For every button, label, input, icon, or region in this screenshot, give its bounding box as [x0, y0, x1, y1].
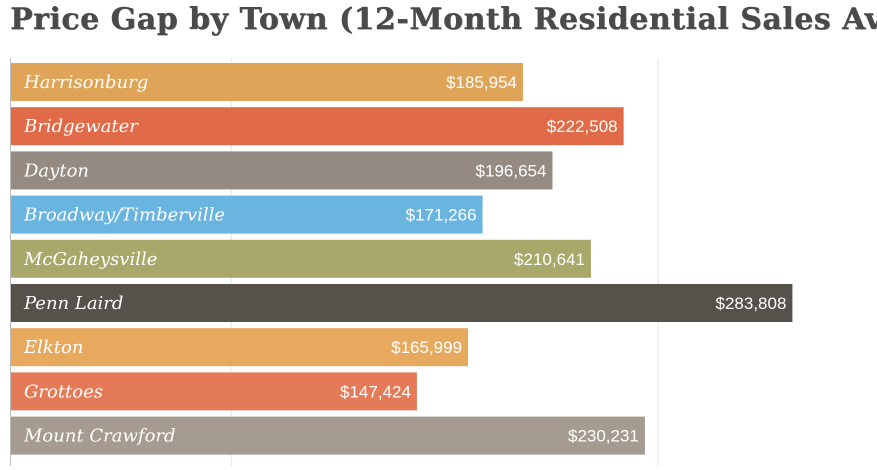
bar: [11, 195, 483, 234]
bar-group: Broadway/Timberville $171,266: [11, 195, 483, 234]
category-label: Bridgewater: [23, 116, 139, 137]
bar-group: Grottoes $147,424: [11, 372, 417, 411]
value-label: $185,954: [446, 73, 517, 92]
category-label: Elkton: [23, 337, 83, 358]
bar-group: Dayton $196,654: [11, 151, 553, 190]
bar: [11, 63, 523, 101]
category-label: McGaheysville: [23, 249, 157, 270]
chart-title: Price Gap by Town (12-Month Residential …: [10, 2, 877, 37]
value-label: $171,266: [406, 206, 477, 225]
category-label: Dayton: [23, 160, 89, 181]
value-label: $196,654: [476, 161, 547, 180]
category-label: Penn Laird: [23, 293, 123, 314]
category-label: Broadway/Timberville: [23, 205, 225, 226]
bar: [11, 416, 645, 455]
bar-group: Mount Crawford $230,231: [11, 416, 645, 455]
category-label: Harrisonburg: [23, 72, 148, 93]
bar: [11, 372, 417, 411]
bar: [11, 151, 553, 190]
category-label: Grottoes: [24, 381, 103, 402]
bar-group: McGaheysville $210,641: [11, 239, 591, 278]
category-label: Mount Crawford: [23, 426, 176, 447]
bar: [11, 328, 469, 367]
bar: [11, 284, 793, 322]
bar: [11, 239, 591, 278]
value-label: $147,424: [340, 382, 411, 401]
bar-group: Bridgewater $222,508: [11, 107, 624, 146]
bar-group: Penn Laird $283,808: [11, 284, 793, 322]
value-label: $165,999: [391, 338, 462, 357]
value-label: $230,231: [568, 427, 639, 446]
value-label: $222,508: [547, 117, 618, 136]
bar: [11, 107, 624, 146]
bar-group: Elkton $165,999: [11, 328, 469, 367]
bar-group: Harrisonburg $185,954: [11, 63, 523, 101]
value-label: $283,808: [716, 294, 787, 313]
value-label: $210,641: [514, 250, 585, 269]
